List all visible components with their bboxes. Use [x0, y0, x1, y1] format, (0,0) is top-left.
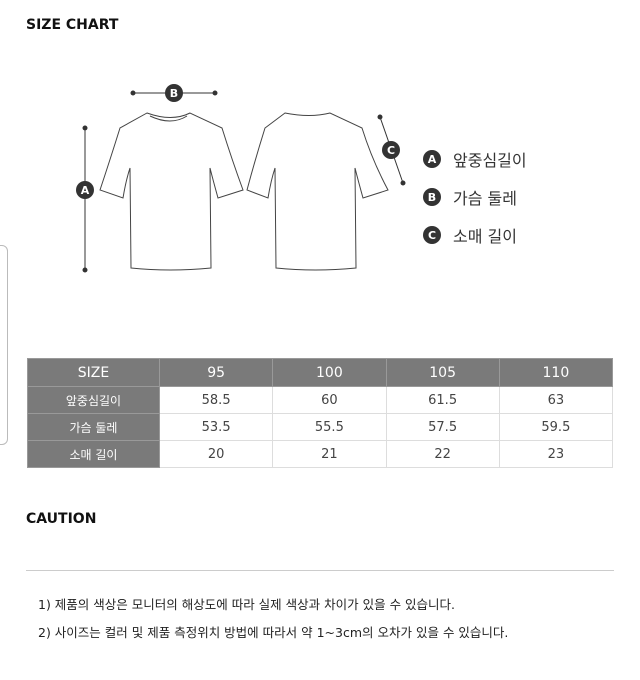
- badge-b-icon: B: [423, 188, 441, 206]
- caution-title: CAUTION: [26, 511, 97, 527]
- badge-c-icon: C: [423, 226, 441, 244]
- page-title: SIZE CHART: [26, 17, 119, 33]
- cell: 61.5: [385, 386, 500, 414]
- cell: 23: [498, 440, 614, 468]
- svg-text:A: A: [81, 184, 90, 197]
- table-row: 앞중심길이 58.5 60 61.5 63: [27, 386, 614, 414]
- svg-text:B: B: [170, 87, 178, 100]
- row-label: 소매 길이: [27, 440, 160, 468]
- row-label: 가슴 둘레: [27, 413, 160, 441]
- tshirt-diagram: B A C: [76, 84, 406, 273]
- header-cell: 95: [158, 358, 274, 387]
- header-cell: 105: [385, 358, 500, 387]
- badge-a-icon: A: [423, 150, 441, 168]
- cell: 58.5: [158, 386, 274, 414]
- legend-item-c: C 소매 길이: [423, 223, 517, 247]
- cell: 63: [498, 386, 614, 414]
- caution-note: 1) 제품의 색상은 모니터의 해상도에 따라 실제 색상과 차이가 있을 수 …: [38, 597, 456, 612]
- cell: 53.5: [158, 413, 274, 441]
- header-cell: SIZE: [27, 358, 160, 387]
- cell: 57.5: [385, 413, 500, 441]
- cell: 59.5: [498, 413, 614, 441]
- legend-label: 소매 길이: [453, 227, 517, 246]
- header-cell: 100: [272, 358, 387, 387]
- row-label: 앞중심길이: [27, 386, 160, 414]
- caution-note: 2) 사이즈는 컬러 및 제품 측정위치 방법에 따라서 약 1~3cm의 오차…: [38, 625, 509, 640]
- cell: 20: [158, 440, 274, 468]
- table-row: 소매 길이 20 21 22 23: [27, 440, 614, 468]
- table-row: 가슴 둘레 53.5 55.5 57.5 59.5: [27, 413, 614, 441]
- legend-item-b: B 가슴 둘레: [423, 185, 517, 209]
- back-tshirt: [246, 112, 389, 271]
- legend-item-a: A 앞중심길이: [423, 147, 527, 171]
- front-tshirt: [99, 112, 244, 271]
- dimension-markers: B A C: [76, 84, 400, 199]
- side-panel-edge[interactable]: [0, 245, 8, 445]
- cell: 55.5: [272, 413, 387, 441]
- cell: 21: [272, 440, 387, 468]
- svg-text:C: C: [387, 144, 395, 157]
- legend-label: 가슴 둘레: [453, 189, 517, 208]
- header-cell: 110: [498, 358, 614, 387]
- legend-label: 앞중심길이: [453, 151, 527, 170]
- cell: 60: [272, 386, 387, 414]
- size-table: SIZE 95 100 105 110 앞중심길이 58.5 60 61.5 6…: [27, 358, 614, 468]
- table-header: SIZE 95 100 105 110: [27, 358, 614, 387]
- cell: 22: [385, 440, 500, 468]
- divider: [26, 570, 614, 571]
